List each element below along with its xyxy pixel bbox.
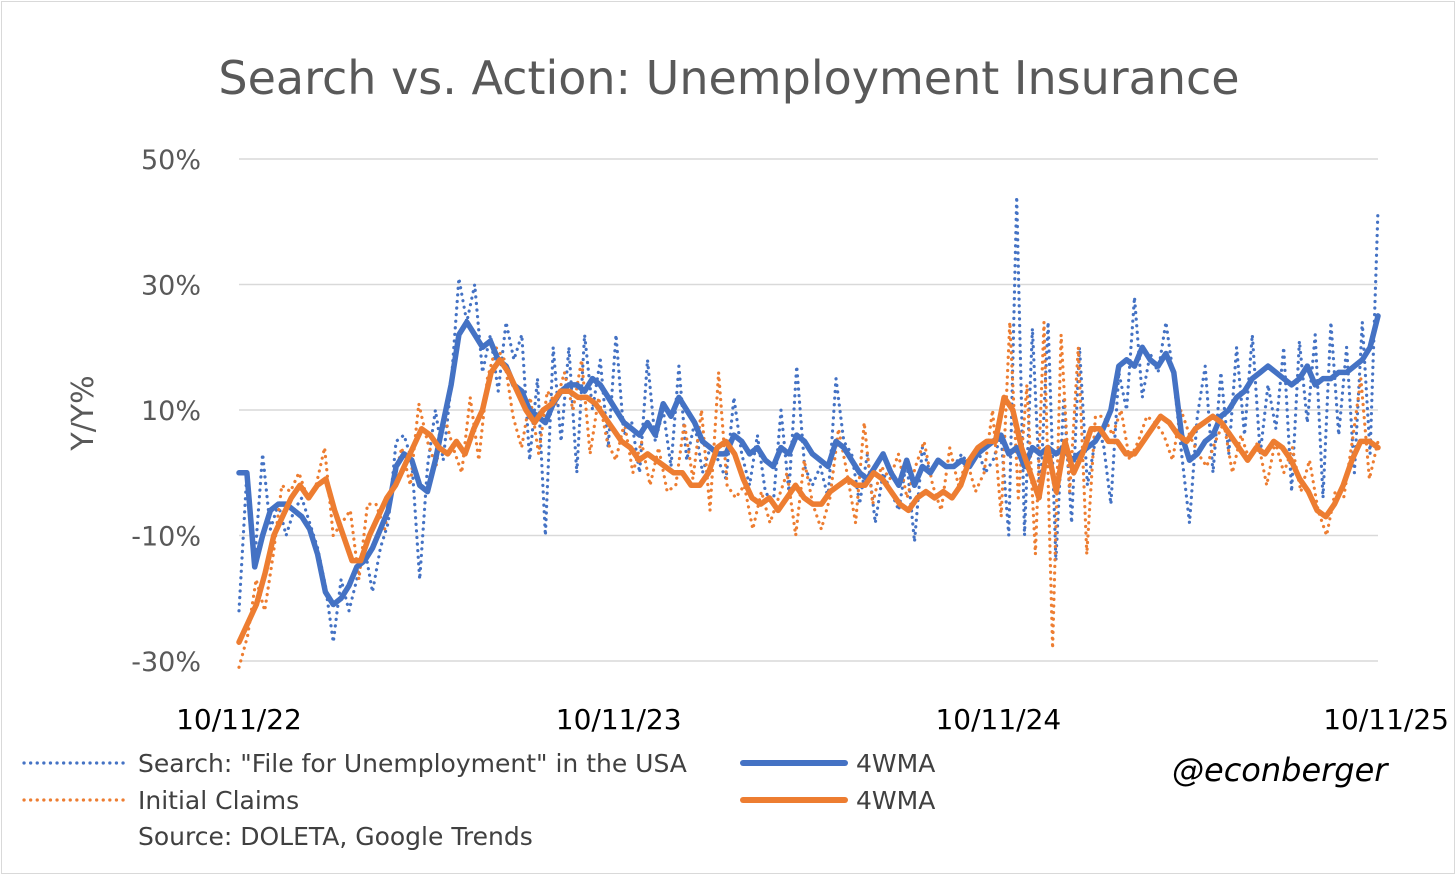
series-line-dotted-search — [237, 195, 1380, 644]
legend-label: 4WMA — [856, 749, 935, 778]
gridlines — [239, 158, 1378, 662]
chart-title: Search vs. Action: Unemployment Insuranc… — [218, 51, 1239, 105]
source-note: Source: DOLETA, Google Trends — [138, 822, 533, 851]
legend-label: Search: "File for Unemployment" in the U… — [138, 749, 687, 778]
y-tick-label: -10% — [131, 522, 201, 553]
legend-label: 4WMA — [856, 786, 935, 815]
credit-handle: @econberger — [1172, 751, 1389, 789]
y-tick-label: -30% — [131, 647, 201, 678]
x-tick-label: 10/11/23 — [556, 703, 682, 736]
series-line-4wma-search — [236, 313, 1381, 608]
x-tick-label: 10/11/24 — [935, 703, 1061, 736]
y-tick-label: 50% — [141, 145, 201, 176]
y-tick-label: 10% — [141, 396, 201, 427]
x-tick-label: 10/11/25 — [1323, 703, 1449, 736]
series-line-4wma-claims — [236, 357, 1381, 645]
legend-label: Initial Claims — [138, 786, 299, 815]
y-axis-label: Y/Y% — [66, 375, 101, 451]
y-axis-ticks: -30% -10% 10% 30% 50% — [131, 145, 201, 678]
plot-area — [236, 195, 1381, 669]
legend: Search: "File for Unemployment" in the U… — [22, 749, 935, 815]
series-line-dotted-claims — [237, 320, 1380, 669]
x-tick-label: 10/11/22 — [176, 703, 302, 736]
y-tick-label: 30% — [141, 271, 201, 302]
x-axis-ticks: 10/11/22 10/11/23 10/11/24 10/11/25 — [176, 703, 1449, 736]
